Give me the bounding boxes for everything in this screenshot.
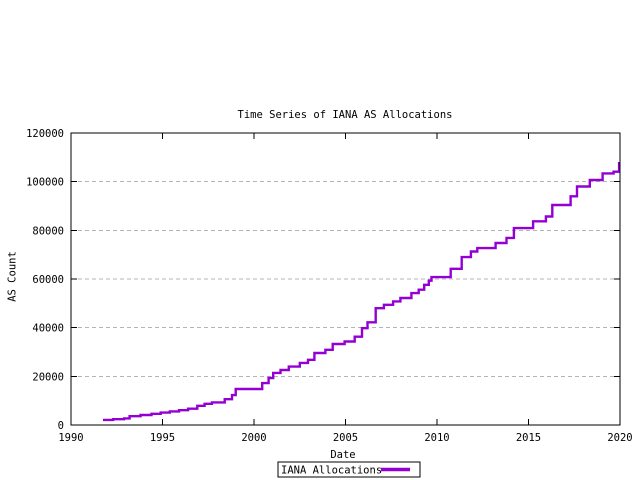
x-tick-label: 2000: [241, 432, 266, 444]
series-line-iana-allocations: [103, 162, 620, 422]
x-tick-label: 2020: [607, 432, 632, 444]
tick-label-layer: 1990 1995 2000 2005 2010 2015 2020 0 20000 40000 6…: [26, 128, 633, 444]
y-tick-label: 80000: [32, 225, 64, 237]
x-tick-label: 1990: [58, 432, 83, 444]
x-tick-label: 2005: [333, 432, 358, 444]
x-axis-label: Date: [330, 449, 355, 461]
chart-title: Time Series of IANA AS Allocations: [238, 109, 453, 121]
legend: IANA Allocations: [277, 461, 421, 478]
y-tick-label: 40000: [32, 323, 64, 335]
x-tick-label: 1995: [150, 432, 175, 444]
grid-layer: [71, 181, 620, 377]
tick-layer: [70, 132, 621, 426]
y-tick-label: 20000: [32, 371, 64, 383]
y-tick-label: 100000: [26, 177, 64, 189]
y-tick-label: 0: [58, 420, 64, 432]
x-tick-label: 2010: [424, 432, 449, 444]
legend-label: IANA Allocations: [281, 465, 382, 477]
y-axis-label: AS Count: [7, 251, 19, 302]
y-tick-label: 120000: [26, 128, 64, 140]
x-tick-label: 2015: [516, 432, 541, 444]
legend-box: [277, 461, 421, 478]
series-layer: [103, 162, 620, 422]
y-tick-label: 60000: [32, 274, 64, 286]
